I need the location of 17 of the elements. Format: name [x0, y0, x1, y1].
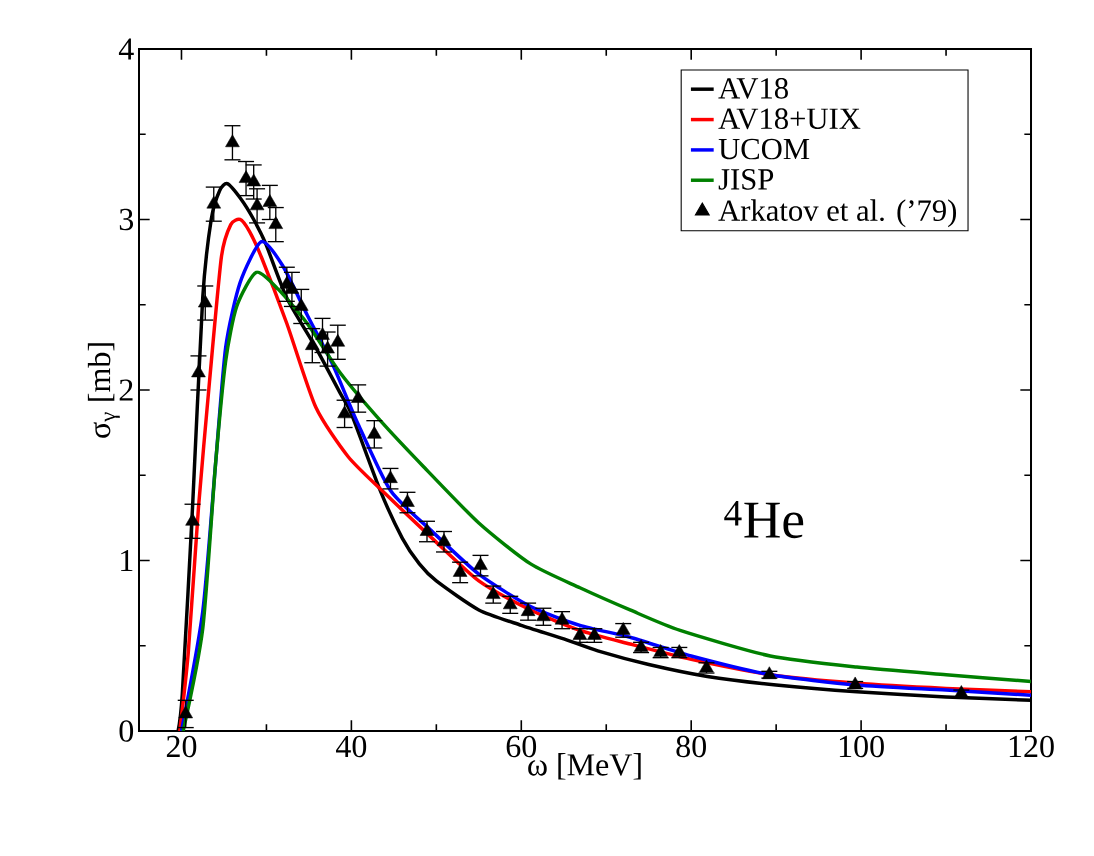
legend-label: AV18+UIX: [718, 108, 861, 130]
legend-label: UCOM: [718, 138, 810, 160]
y-tick-label: 3: [119, 208, 134, 231]
y-tick-label: 4: [118, 38, 134, 60]
y-axis-title: σ$_{γ}$ [mb]: [87, 343, 120, 438]
y-tick-label: 1: [121, 549, 133, 572]
annotation: $^{4}$He: [724, 501, 804, 539]
legend-label: JISP: [718, 169, 774, 190]
legend-label: Arkatov et al. (’79): [718, 199, 957, 228]
y-tick-label: 2: [119, 379, 133, 401]
y-tick-label: 0: [119, 720, 134, 742]
x-tick-label: 40: [336, 735, 367, 758]
x-tick-label: 20: [166, 735, 197, 758]
x-tick-label: 80: [676, 735, 706, 758]
x-tick-label: 100: [839, 735, 884, 758]
legend-label: AV18: [718, 77, 788, 99]
x-tick-label: 120: [1009, 735, 1054, 758]
